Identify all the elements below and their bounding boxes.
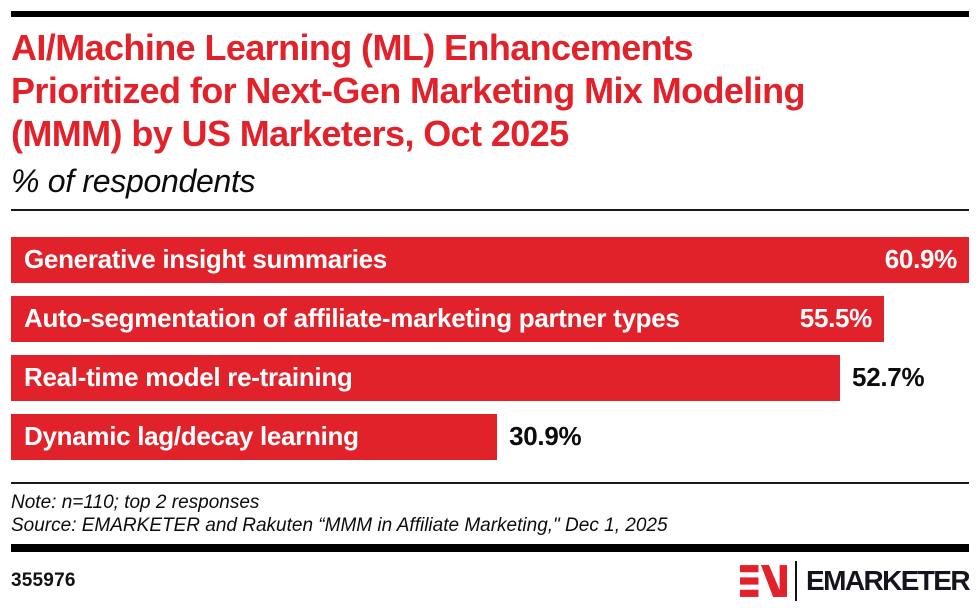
bar-category-label: Real-time model re-training xyxy=(24,362,353,393)
bar-value-label: 55.5% xyxy=(799,303,873,334)
note-divider xyxy=(11,481,969,484)
bar-category-label: Generative insight summaries xyxy=(24,244,387,275)
chart-title-line-1: AI/Machine Learning (ML) Enhancements xyxy=(11,27,694,68)
chart-title: AI/Machine Learning (ML) Enhancements Pr… xyxy=(11,26,969,156)
bar-row: Real-time model re-training 52.7% xyxy=(11,354,969,401)
chart-id: 355976 xyxy=(11,569,76,591)
bar-chart: Generative insight summaries 60.9% Auto-… xyxy=(11,236,969,460)
subtitle-divider xyxy=(11,208,969,211)
bar-auto-segmentation: Auto-segmentation of affiliate-marketing… xyxy=(11,295,885,342)
logo-divider xyxy=(795,560,798,601)
footer-divider xyxy=(11,543,969,552)
footer: 355976 EMARKETER xyxy=(11,560,971,601)
bar-category-label: Auto-segmentation of affiliate-marketing… xyxy=(24,303,680,334)
bar-value-label: 52.7% xyxy=(852,362,925,393)
bar-category-label: Dynamic lag/decay learning xyxy=(24,421,359,452)
bar-value-label: 30.9% xyxy=(509,421,582,452)
chart-subtitle: % of respondents xyxy=(11,162,256,199)
bar-value-label: 60.9% xyxy=(884,244,958,275)
chart-source: Source: EMARKETER and Rakuten “MMM in Af… xyxy=(11,514,668,536)
bar-row: Generative insight summaries 60.9% xyxy=(11,236,969,283)
chart-note: Note: n=110; top 2 responses xyxy=(11,491,260,513)
emarketer-wordmark: EMARKETER xyxy=(806,564,971,596)
emarketer-logo-mark-icon xyxy=(740,564,788,597)
chart-title-line-2: Prioritized for Next-Gen Marketing Mix M… xyxy=(11,70,805,112)
bar-real-time-model-retraining: Real-time model re-training xyxy=(11,354,841,401)
bar-generative-insight-summaries: Generative insight summaries 60.9% xyxy=(11,236,969,283)
emarketer-logo: EMARKETER xyxy=(740,560,971,601)
bar-row: Dynamic lag/decay learning 30.9% xyxy=(11,413,969,460)
top-divider xyxy=(11,11,969,17)
bar-dynamic-lag-decay-learning: Dynamic lag/decay learning xyxy=(11,413,498,460)
chart-title-line-3: (MMM) by US Marketers, Oct 2025 xyxy=(11,113,569,155)
bar-row: Auto-segmentation of affiliate-marketing… xyxy=(11,295,969,342)
chart-notes: Note: n=110; top 2 responses Source: EMA… xyxy=(11,491,969,537)
